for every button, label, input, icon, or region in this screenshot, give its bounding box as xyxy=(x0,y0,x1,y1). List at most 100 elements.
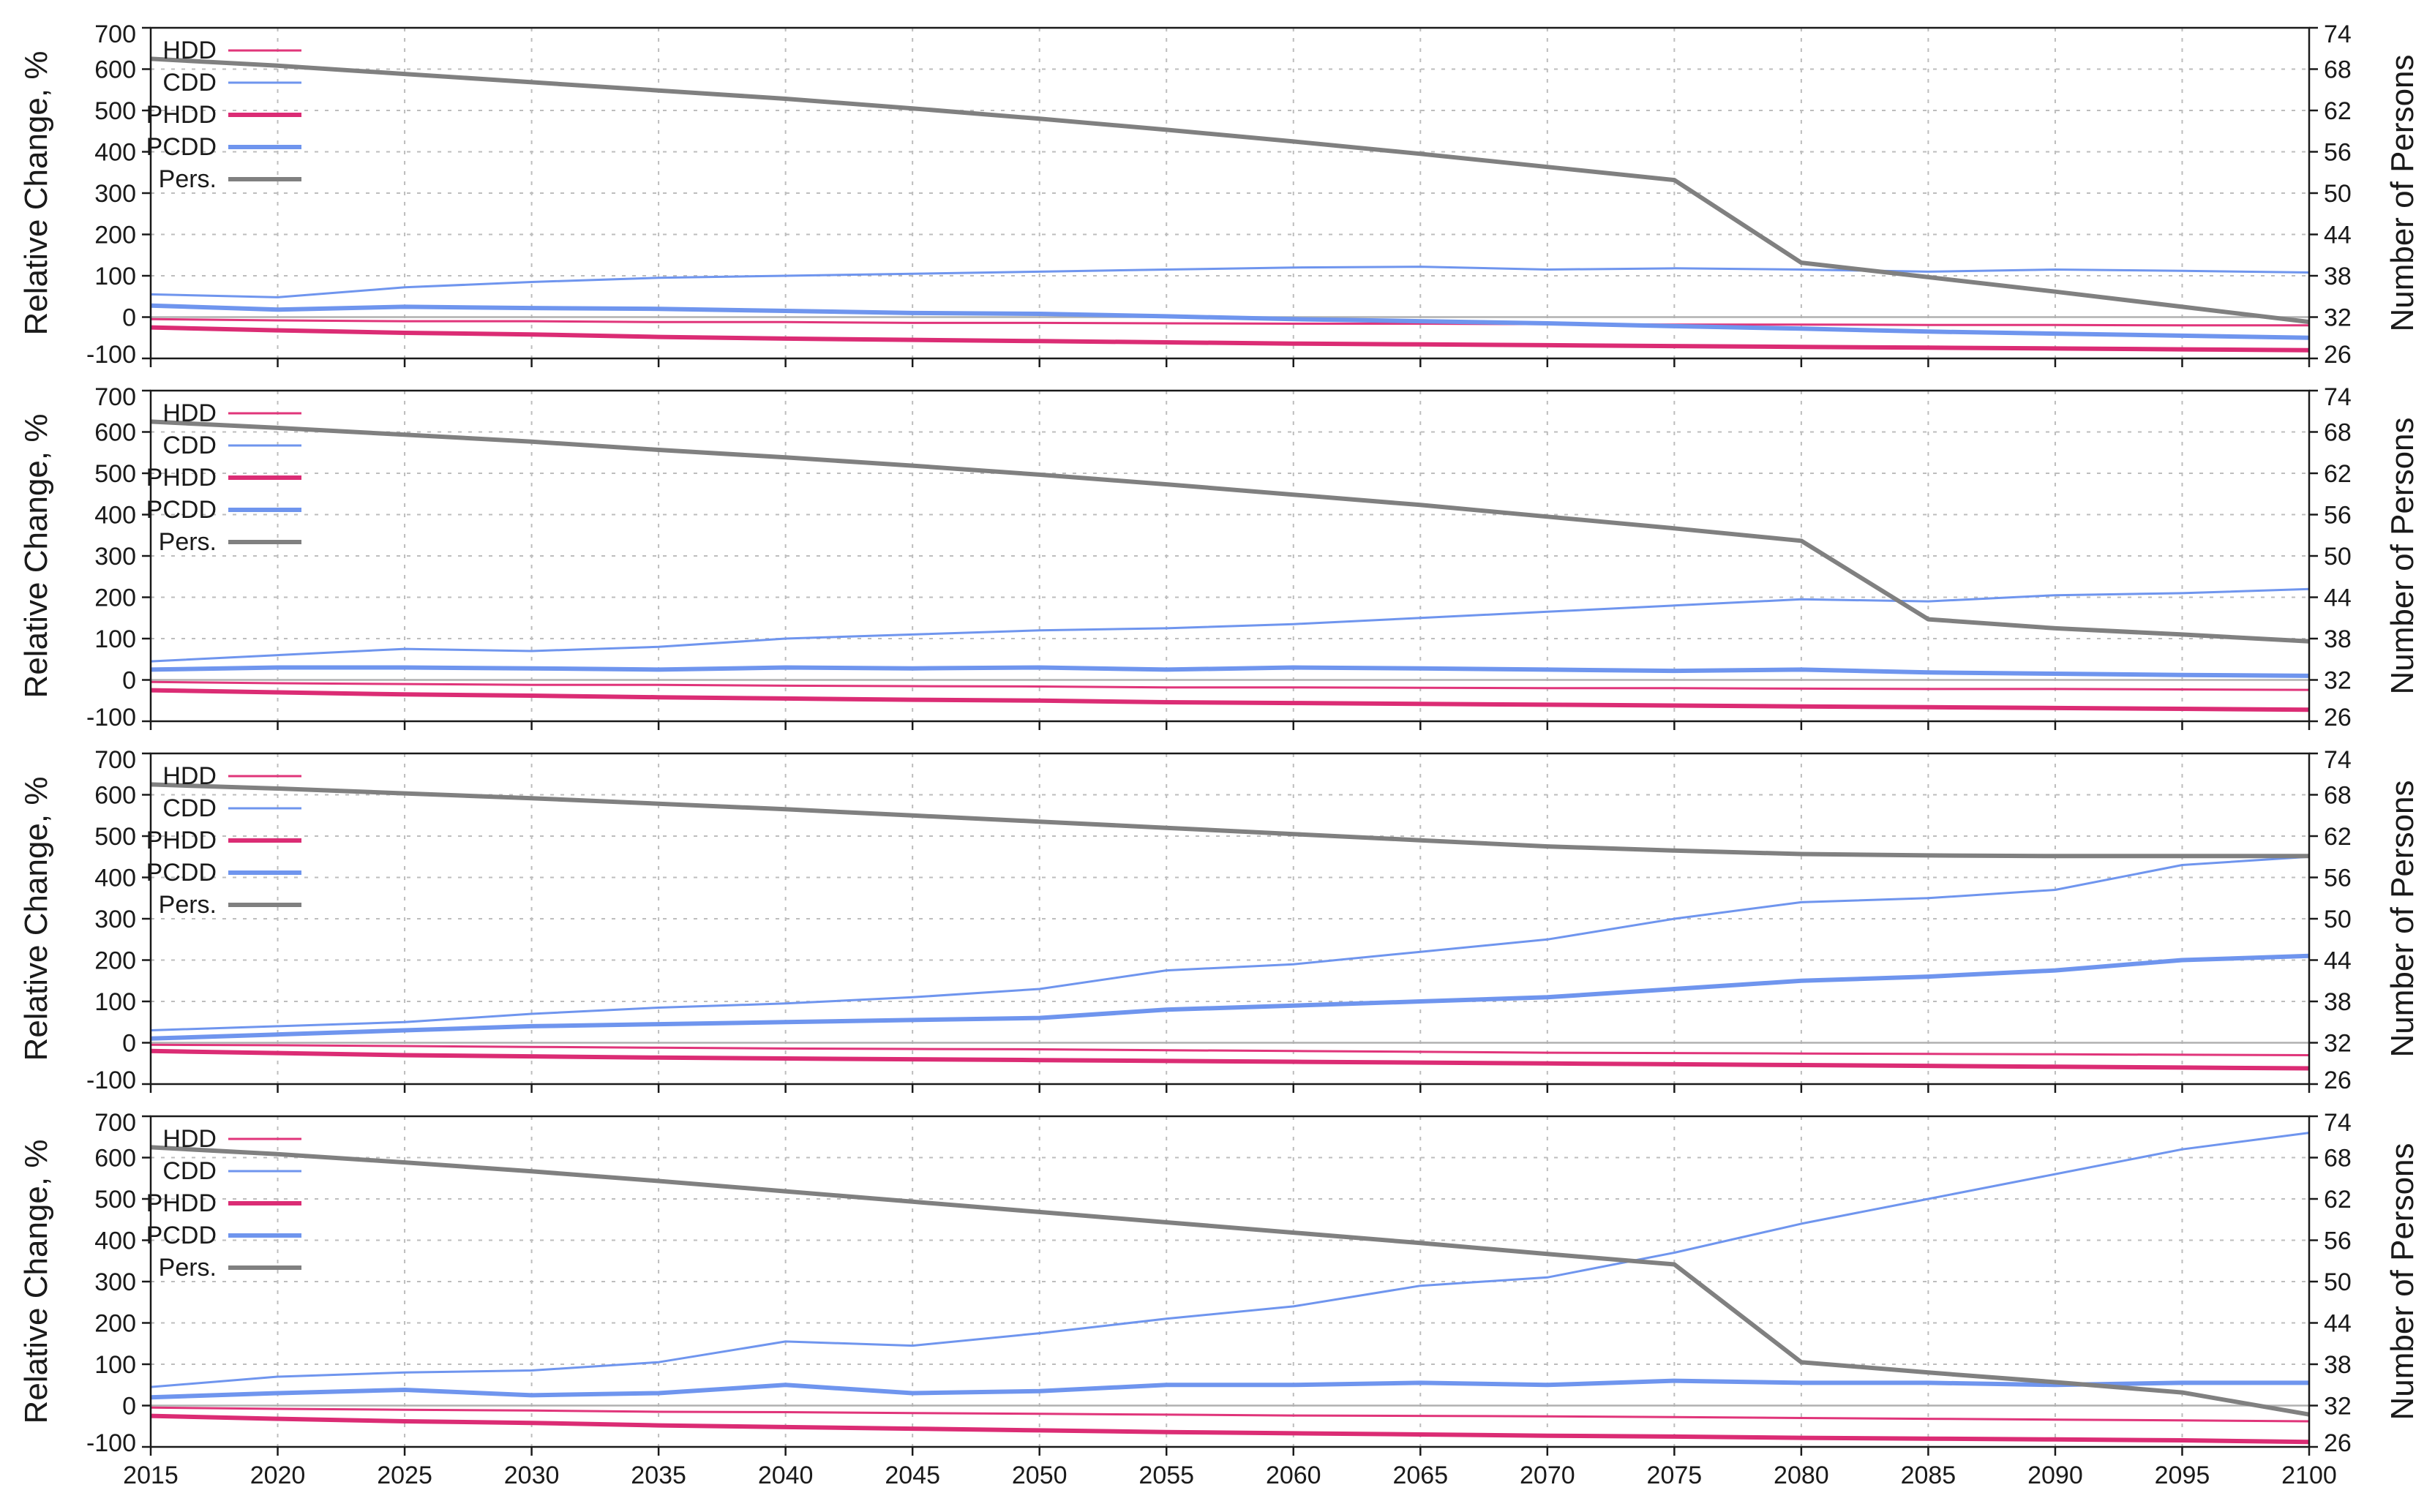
y2-tick-label: 44 xyxy=(2324,947,2352,975)
legend: HDD CDD PHDD PCDD Pers. xyxy=(146,399,301,556)
legend: HDD CDD PHDD PCDD Pers. xyxy=(146,1125,301,1282)
y-tick-label: 300 xyxy=(94,180,136,208)
series-line-cdd xyxy=(150,266,2310,298)
plot-frame xyxy=(149,752,2311,1086)
y2-tick-label: 56 xyxy=(2324,865,2352,892)
y2-tick-label: 74 xyxy=(2324,383,2352,411)
x-tick-label: 2020 xyxy=(250,1462,306,1489)
y-tick-label: 100 xyxy=(94,988,136,1016)
legend-label: PCDD xyxy=(146,133,217,161)
y2-tick-label: 62 xyxy=(2324,823,2352,851)
y-tick-label: 600 xyxy=(94,56,136,84)
series-line-pers xyxy=(150,782,2309,859)
y-tick-label: -100 xyxy=(86,1067,136,1094)
y2-tick-label: 38 xyxy=(2324,263,2352,290)
y2-tick-label: 68 xyxy=(2324,419,2352,447)
y2-tick-label: 74 xyxy=(2324,746,2352,774)
series-line-hdd xyxy=(150,1406,2310,1423)
y-axis-title: Relative Change, % xyxy=(18,414,54,699)
y2-tick-label: 38 xyxy=(2324,988,2352,1016)
legend-label: Pers. xyxy=(159,891,217,919)
legend-label: CDD xyxy=(162,69,217,97)
x-tick-label: 2015 xyxy=(123,1462,179,1489)
y2-axis-title: Number of Persons xyxy=(2385,54,2420,331)
legend-label: PCDD xyxy=(146,1222,217,1249)
y2-tick-label: 32 xyxy=(2324,1393,2352,1421)
y-tick-label: 300 xyxy=(94,1268,136,1296)
x-tick-label: 2080 xyxy=(1774,1462,1829,1489)
y2-tick-label: 26 xyxy=(2324,704,2352,731)
series-line-phdd xyxy=(150,1413,2310,1445)
legend-label: PHDD xyxy=(146,1189,217,1217)
y2-tick-label: 38 xyxy=(2324,1351,2352,1379)
y2-tick-label: 74 xyxy=(2324,20,2352,48)
x-tick-label: 2025 xyxy=(377,1462,432,1489)
series-line-hdd xyxy=(150,317,2309,327)
y2-tick-label: 50 xyxy=(2324,906,2352,933)
y-axis-title: Relative Change, % xyxy=(18,51,54,336)
chart-panel-2: 700 600 500 400 300 200 100 0 -100 74 68 62 56 50 44 38… xyxy=(18,383,2420,731)
y2-tick-label: 26 xyxy=(2324,1067,2352,1094)
chart-panel-1: 700 600 500 400 300 200 100 0 -100 74 68 62 56 50 44 38… xyxy=(18,20,2420,369)
y-tick-label: -100 xyxy=(86,704,136,731)
y-tick-label: 500 xyxy=(94,460,136,488)
x-tick-label: 2045 xyxy=(885,1462,940,1489)
series-line-hdd xyxy=(150,680,2310,691)
y2-tick-label: 56 xyxy=(2324,139,2352,167)
y2-tick-label: 44 xyxy=(2324,222,2352,249)
y-tick-label: 400 xyxy=(94,139,136,167)
y-tick-label: 100 xyxy=(94,1351,136,1379)
y-tick-label: 500 xyxy=(94,97,136,125)
series-line-phdd xyxy=(150,325,2310,353)
y-tick-label: 200 xyxy=(94,222,136,249)
y-tick-label: 200 xyxy=(94,947,136,975)
y-tick-label: 100 xyxy=(94,625,136,653)
x-tick-label: 2055 xyxy=(1138,1462,1194,1489)
x-tick-label: 2040 xyxy=(758,1462,814,1489)
plot-frame xyxy=(149,1115,2311,1448)
y-tick-label: 200 xyxy=(94,584,136,612)
y2-tick-label: 32 xyxy=(2324,1030,2352,1058)
series-line-pers xyxy=(150,56,2310,325)
series-line-pcdd xyxy=(150,665,2310,678)
legend-label: PHDD xyxy=(146,827,217,854)
legend-label: Pers. xyxy=(159,528,217,556)
y-tick-label: 0 xyxy=(122,304,136,332)
y-tick-label: 400 xyxy=(94,865,136,892)
y-tick-label: 0 xyxy=(122,1393,136,1421)
x-tick-label: 2075 xyxy=(1647,1462,1703,1489)
y-tick-label: 200 xyxy=(94,1310,136,1338)
x-tick-label: 2090 xyxy=(2027,1462,2083,1489)
legend-label: CDD xyxy=(162,432,217,459)
y2-tick-label: 68 xyxy=(2324,782,2352,810)
y2-tick-label: 68 xyxy=(2324,1145,2352,1173)
series-line-cdd xyxy=(150,1132,2310,1388)
y2-tick-label: 44 xyxy=(2324,1310,2352,1338)
legend-label: PHDD xyxy=(146,101,217,129)
y2-tick-label: 50 xyxy=(2324,543,2352,571)
chart-panel-3: 700 600 500 400 300 200 100 0 -100 74 68 62 56 50 44 38… xyxy=(18,746,2420,1094)
y-axis-title: Relative Change, % xyxy=(18,777,54,1061)
x-tick-label: 2060 xyxy=(1266,1462,1321,1489)
y-tick-label: 500 xyxy=(94,1186,136,1214)
y2-tick-label: 56 xyxy=(2324,1227,2352,1255)
y2-tick-label: 50 xyxy=(2324,180,2352,208)
x-tick-label: 2095 xyxy=(2155,1462,2210,1489)
y-tick-label: 100 xyxy=(94,263,136,290)
y2-tick-label: 62 xyxy=(2324,460,2352,488)
y2-tick-label: 74 xyxy=(2324,1109,2352,1137)
y-tick-label: -100 xyxy=(86,1429,136,1457)
y2-tick-label: 26 xyxy=(2324,341,2352,369)
y-tick-label: 400 xyxy=(94,1227,136,1255)
legend-label: PHDD xyxy=(146,464,217,492)
y2-tick-label: 62 xyxy=(2324,1186,2352,1214)
x-tick-label: 2085 xyxy=(1901,1462,1956,1489)
y2-axis-title: Number of Persons xyxy=(2385,780,2420,1057)
y-tick-label: 600 xyxy=(94,782,136,810)
series-line-hdd xyxy=(150,1043,2310,1056)
y-tick-label: 0 xyxy=(122,1030,136,1058)
y-tick-label: 600 xyxy=(94,419,136,447)
y-tick-label: -100 xyxy=(86,341,136,369)
y-tick-label: 300 xyxy=(94,906,136,933)
